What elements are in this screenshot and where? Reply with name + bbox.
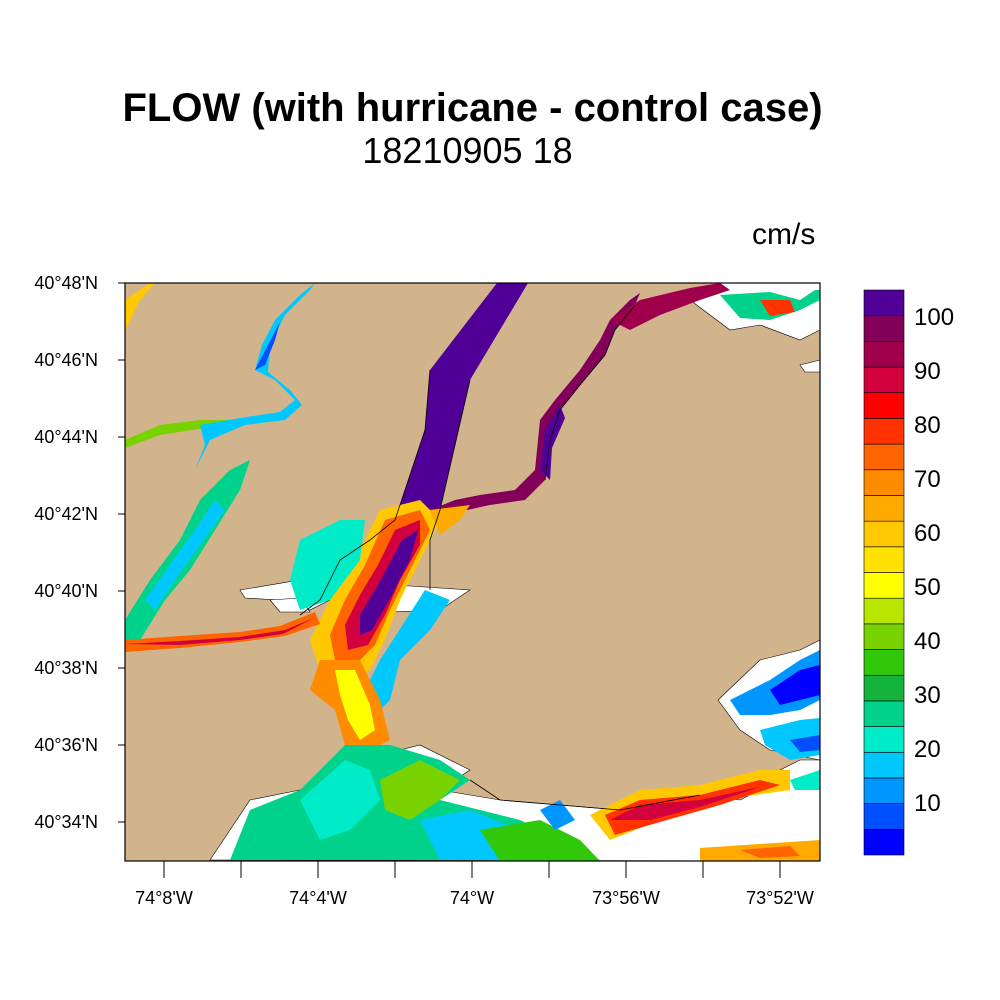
colorbar-bin <box>863 495 905 522</box>
colorbar-label: 30 <box>914 682 941 709</box>
colorbar-bin <box>863 572 905 599</box>
newark-bay <box>125 283 315 640</box>
colorbar-label: 70 <box>914 466 941 493</box>
colorbar-bin <box>863 520 905 548</box>
lat-ticks <box>118 282 125 823</box>
colorbar-bin <box>863 777 905 804</box>
lat-label: 40°34'N <box>34 812 98 832</box>
lat-label: 40°36'N <box>34 735 98 755</box>
colorbar-bin <box>863 674 905 702</box>
east-river <box>430 283 820 535</box>
chart-subtitle: 18210905 18 <box>362 130 573 171</box>
colorbar-bin <box>863 315 905 342</box>
colorbar-label: 90 <box>914 358 941 385</box>
colorbar-bin <box>863 392 905 419</box>
hudson-river <box>395 283 528 530</box>
lon-label: 74°8'W <box>135 888 193 908</box>
lat-label: 40°46'N <box>34 350 98 370</box>
colorbar-bin <box>863 829 905 856</box>
units-label: cm/s <box>752 218 816 251</box>
lat-label: 40°38'N <box>34 658 98 678</box>
colorbar-label: 20 <box>914 736 941 763</box>
colorbar-bin <box>863 341 905 368</box>
lon-label: 73°52'W <box>746 888 814 908</box>
coastlines <box>299 304 701 811</box>
upper-bay-flow <box>290 500 450 720</box>
colorbar-bin <box>863 597 905 625</box>
lon-label: 74°W <box>449 888 495 908</box>
colorbar-bin <box>863 443 905 471</box>
lat-label: 40°48'N <box>34 273 98 293</box>
lat-label: 40°44'N <box>34 427 98 447</box>
lat-label: 40°40'N <box>34 581 98 601</box>
lon-label: 74°4'W <box>289 888 347 908</box>
chart-title: FLOW (with hurricane - control case) <box>122 86 823 130</box>
colorbar-label: 40 <box>914 628 941 655</box>
colorbar-bin <box>863 289 905 316</box>
colorbar-bin <box>863 649 905 676</box>
lat-label: 40°42'N <box>34 504 98 524</box>
colorbar-label: 60 <box>914 520 941 547</box>
colorbar-label: 10 <box>914 790 941 817</box>
colorbar-label: 100 <box>914 304 955 331</box>
colorbar-bin <box>863 623 905 650</box>
colorbar-bin <box>863 546 905 573</box>
colorbar-label: 80 <box>914 412 941 439</box>
colorbar-label: 50 <box>914 574 941 601</box>
colorbar <box>863 289 905 856</box>
lower-bay-flow <box>230 745 820 861</box>
jamaica-bay <box>730 650 820 790</box>
colorbar-bin <box>863 726 905 753</box>
lon-label: 73°56'W <box>592 888 660 908</box>
colorbar-bin <box>863 366 905 394</box>
colorbar-bin <box>863 751 905 779</box>
colorbar-bin <box>863 418 905 445</box>
colorbar-bin <box>863 700 905 727</box>
colorbar-bin <box>863 469 905 496</box>
colorbar-bin <box>863 803 905 830</box>
land-area <box>125 283 820 861</box>
lon-ticks <box>163 861 781 878</box>
